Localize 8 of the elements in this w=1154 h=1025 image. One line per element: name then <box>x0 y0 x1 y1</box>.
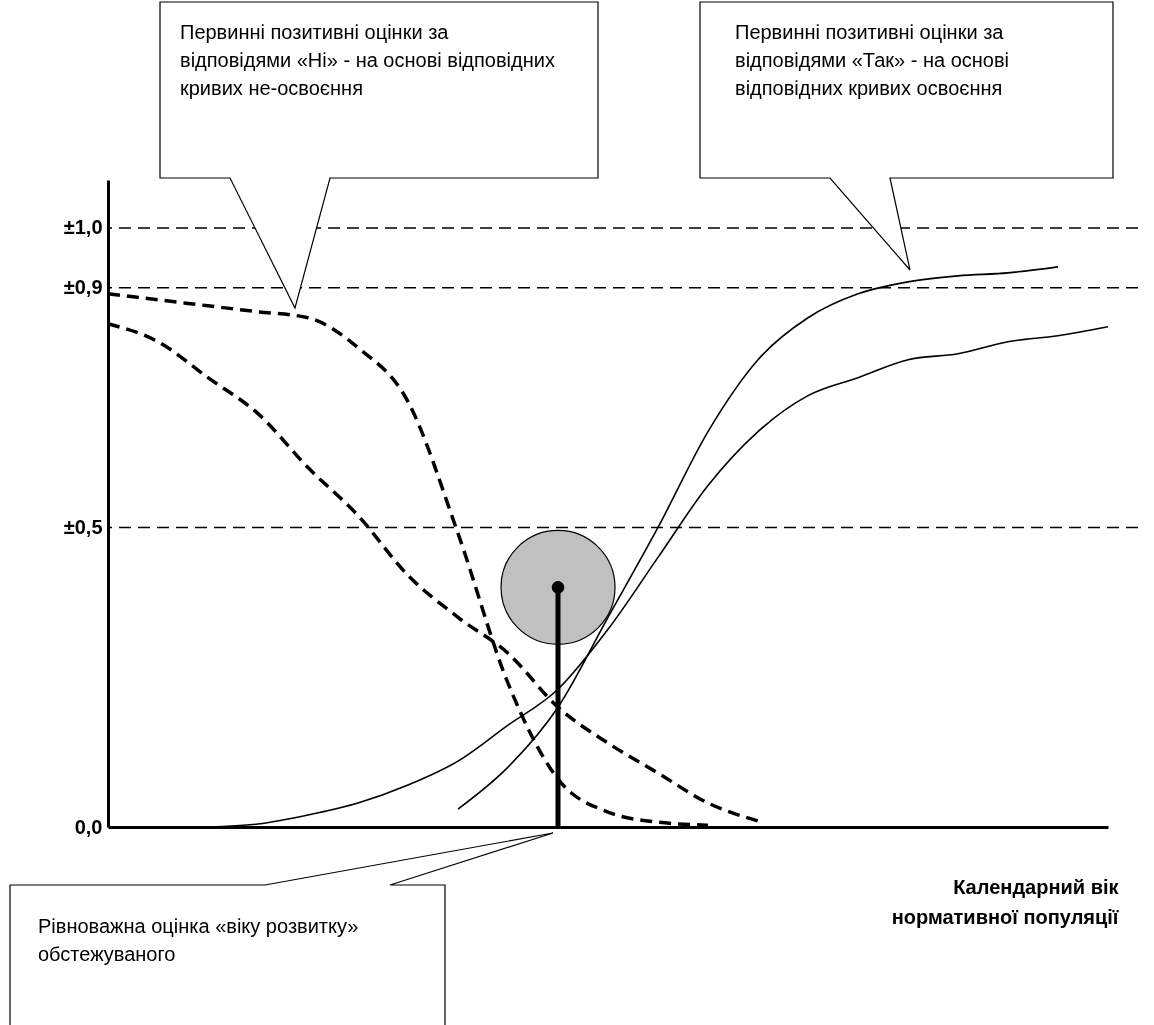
text: Первинні позитивні оцінки за відповідями «Так» - на основі відповідних кривих освоєння <box>735 20 1011 101</box>
text: Первинні позитивні оцінки за відповідями «Ні» - на основі відповідних кривих не-освоєння <box>180 20 556 101</box>
y-tick-label: 0,0 <box>74 815 103 838</box>
text: Рівноважна оцінка «віку розвитку» обстежуваного <box>38 914 360 967</box>
y-tick-label: ±0,5 <box>63 515 103 538</box>
y-tick-label: ±0,9 <box>63 276 103 299</box>
y-tick-label: ±1,0 <box>63 216 103 239</box>
x-axis-title: Календарний вік нормативної популяції <box>891 875 1120 928</box>
